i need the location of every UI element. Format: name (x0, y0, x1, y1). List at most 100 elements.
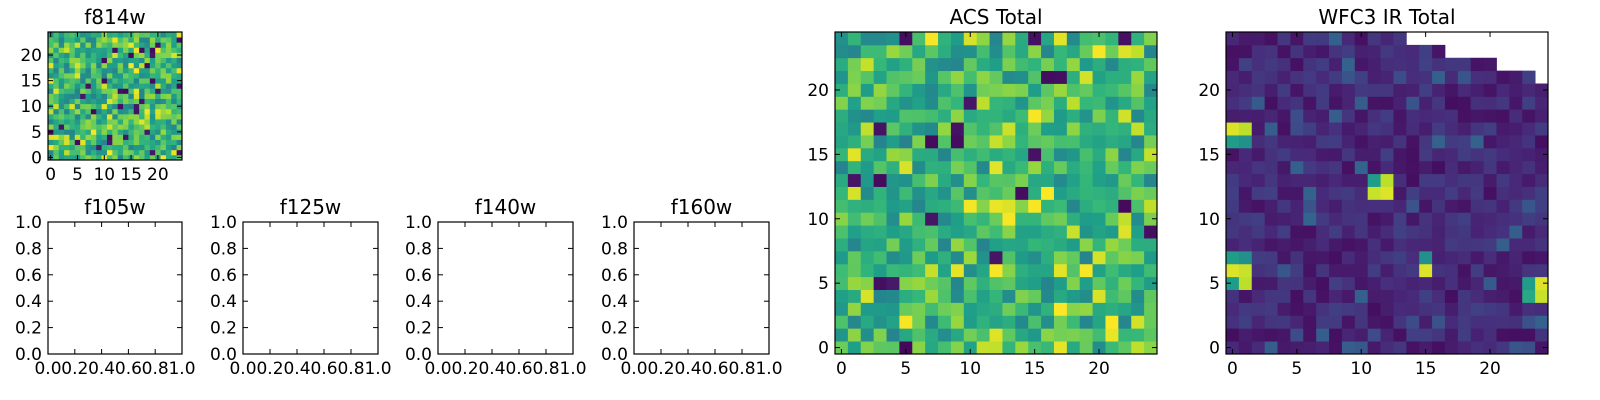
heatmap-cell (96, 93, 102, 99)
heatmap-cell (1406, 212, 1420, 226)
heatmap-cell (171, 113, 178, 120)
heatmap-cell (1496, 186, 1510, 200)
y-tick-label: 1.0 (15, 213, 42, 233)
heatmap-cell (53, 134, 60, 140)
heatmap-cell (1316, 225, 1330, 239)
y-tick-label: 5 (818, 274, 829, 294)
heatmap-cell (1522, 147, 1536, 162)
heatmap-cell (139, 103, 145, 110)
heatmap-cell (48, 67, 54, 74)
heatmap-cell (1522, 70, 1536, 84)
heatmap-cell (1002, 341, 1016, 355)
y-tick-label: 10 (20, 97, 42, 117)
heatmap-cell (160, 129, 167, 135)
heatmap-cell (1092, 302, 1106, 316)
heatmap-cell (1522, 160, 1536, 175)
heatmap-cell (155, 129, 161, 135)
heatmap-cell (989, 250, 1003, 265)
heatmap-cell (912, 70, 926, 84)
heatmap-cell (58, 139, 65, 146)
heatmap-cell (1131, 160, 1145, 175)
heatmap-cell (1028, 315, 1042, 329)
heatmap-cell (1105, 315, 1119, 329)
heatmap-cell (171, 67, 178, 74)
y-tick-label: 1.0 (601, 213, 628, 233)
heatmap-cell (165, 113, 172, 120)
heatmap-cell (1522, 212, 1536, 226)
heatmap-cell (117, 57, 124, 64)
heatmap-cell (1251, 238, 1266, 252)
heatmap-cell (112, 134, 119, 140)
heatmap-cell (90, 72, 97, 79)
heatmap-cell (1277, 328, 1291, 342)
heatmap-cell (1496, 83, 1510, 97)
heatmap-cell (69, 119, 76, 125)
heatmap-cell (1015, 160, 1029, 175)
heatmap-cell (160, 149, 167, 156)
heatmap-cell (899, 173, 913, 187)
heatmap-cell (1444, 276, 1459, 290)
heatmap-cell (976, 315, 990, 329)
heatmap-cell (58, 149, 65, 156)
heatmap-cell (963, 147, 978, 162)
heatmap-cell (106, 108, 113, 115)
heatmap-cell (144, 42, 151, 48)
heatmap-cell (886, 263, 900, 278)
heatmap-cell (1144, 70, 1158, 84)
heatmap-cell (85, 72, 92, 79)
heatmap-cell (1066, 315, 1081, 329)
heatmap-cell (1079, 122, 1093, 136)
heatmap-cell (1470, 147, 1484, 162)
heatmap-cell (80, 83, 86, 89)
heatmap-cell (1432, 276, 1446, 290)
heatmap-cell (1329, 263, 1343, 278)
heatmap-cell (149, 93, 156, 99)
heatmap-cell (106, 103, 113, 110)
x-tick-label: 0.8 (728, 359, 755, 379)
y-tick-label: 1.0 (405, 213, 432, 233)
heatmap-cell (835, 225, 849, 239)
heatmap-cell (1131, 225, 1145, 239)
heatmap-cell (96, 129, 102, 135)
heatmap-cell (899, 32, 913, 46)
heatmap-cell (912, 263, 926, 278)
heatmap-cell (112, 119, 119, 125)
heatmap-cell (1079, 238, 1093, 252)
heatmap-cell (74, 47, 81, 53)
heatmap-cell (1251, 160, 1266, 175)
heatmap-cell (144, 47, 151, 53)
heatmap-cell (69, 57, 76, 64)
heatmap-cell (85, 52, 92, 58)
heatmap-cell (1028, 328, 1042, 342)
heatmap-cell (989, 315, 1003, 329)
heatmap-cell (155, 67, 161, 74)
heatmap-cell (1354, 289, 1369, 303)
heatmap-cell (1406, 122, 1420, 136)
heatmap-cell (53, 32, 60, 38)
heatmap-cell (1457, 225, 1472, 239)
heatmap-cell (1144, 238, 1158, 252)
heatmap-cell (1522, 263, 1536, 278)
heatmap-cell (106, 67, 113, 74)
heatmap-cell (1028, 44, 1042, 59)
heatmap-cell (1238, 160, 1253, 175)
heatmap-cell (133, 98, 140, 105)
heatmap-cell (886, 250, 900, 265)
heatmap-cell (123, 83, 129, 89)
heatmap-cell (58, 72, 65, 79)
heatmap-cell (1354, 225, 1369, 239)
heatmap-cell (101, 78, 108, 84)
heatmap-cell (1251, 147, 1266, 162)
heatmap-cell (873, 70, 887, 84)
heatmap-cell (133, 134, 140, 140)
heatmap-cell (1079, 44, 1093, 59)
heatmap-cell (176, 62, 183, 69)
heatmap-cell (1105, 109, 1119, 123)
heatmap-cell (1092, 109, 1106, 123)
heatmap-cell (144, 67, 151, 74)
heatmap-cell (1092, 57, 1106, 72)
heatmap-cell (123, 57, 129, 64)
heatmap-cell (1522, 173, 1536, 187)
heatmap-cell (1354, 32, 1369, 46)
heatmap-cell (74, 62, 81, 69)
